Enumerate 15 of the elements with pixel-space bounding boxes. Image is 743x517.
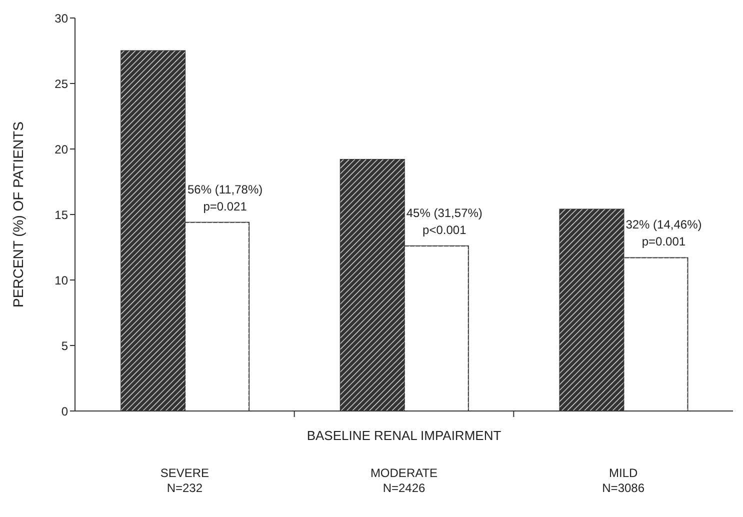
- annotation: 32% (14,46%) p=0.001: [626, 218, 702, 249]
- x-tick-label: MODERATE N=2426: [370, 466, 438, 495]
- y-tick-label: 20: [54, 142, 68, 156]
- y-tick-label: 5: [61, 338, 68, 353]
- y-tick-label: 10: [54, 273, 68, 288]
- x-axis-title: BASELINE RENAL IMPAIRMENT: [306, 428, 502, 444]
- annotation: 56% (11,78%) p=0.021: [187, 182, 263, 214]
- annotation: 45% (31,57%) p<0.001: [406, 206, 482, 237]
- y-tick-label: 0: [61, 404, 68, 418]
- y-tick-label: 25: [54, 76, 68, 91]
- y-axis-title: PERCENT (%) OF PATIENTS: [10, 122, 26, 308]
- y-tick-label: 30: [54, 11, 68, 26]
- x-tick-label: SEVERE N=232: [160, 466, 210, 495]
- y-tick-label: 15: [54, 208, 68, 222]
- x-tick-label: MILD N=3086: [602, 466, 645, 495]
